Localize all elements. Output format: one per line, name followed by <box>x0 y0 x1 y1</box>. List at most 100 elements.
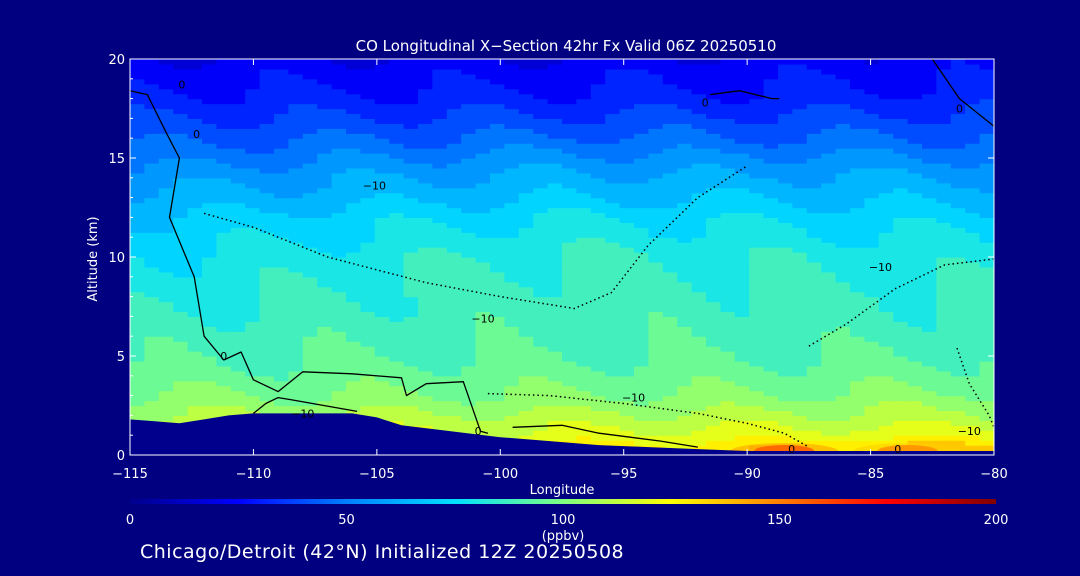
field-cell <box>346 192 361 199</box>
field-cell <box>302 63 318 70</box>
field-cell <box>403 420 419 426</box>
field-cell <box>245 138 261 144</box>
field-cell <box>878 133 894 139</box>
field-cell <box>504 202 520 209</box>
field-cell <box>562 276 577 283</box>
field-cell <box>734 78 750 85</box>
field-cell <box>907 123 923 129</box>
field-cell <box>317 182 333 189</box>
field-cell <box>504 257 520 263</box>
field-cell <box>346 390 361 397</box>
field-cell <box>605 266 621 273</box>
field-cell <box>346 257 361 263</box>
field-cell <box>389 187 405 194</box>
field-cell <box>158 385 174 392</box>
field-cell <box>691 162 707 169</box>
field-cell <box>590 153 606 159</box>
field-cell <box>418 341 433 347</box>
field-cell <box>360 202 376 209</box>
field-cell <box>677 326 693 332</box>
field-cell <box>216 187 232 194</box>
field-cell <box>144 296 160 303</box>
field-cell <box>734 73 750 80</box>
field-cell <box>893 78 909 85</box>
field-cell <box>576 380 592 387</box>
field-cell <box>965 237 981 243</box>
field-cell <box>792 197 808 204</box>
field-cell <box>706 93 721 100</box>
field-cell <box>302 113 318 119</box>
field-cell <box>547 405 563 412</box>
field-cell <box>648 113 664 119</box>
field-cell <box>965 212 981 218</box>
field-cell <box>288 400 304 407</box>
field-cell <box>662 365 678 372</box>
field-cell <box>936 113 952 119</box>
field-cell <box>562 202 577 209</box>
field-cell <box>461 207 477 214</box>
field-cell <box>605 252 621 258</box>
field-cell <box>691 63 707 70</box>
field-cell <box>216 158 232 164</box>
field-cell <box>835 356 851 362</box>
field-cell <box>130 197 145 204</box>
field-cell <box>446 336 462 342</box>
field-cell <box>590 440 606 446</box>
field-cell <box>734 108 750 115</box>
field-cell <box>317 360 333 367</box>
field-cell <box>720 385 736 392</box>
field-cell <box>360 68 376 75</box>
field-cell <box>792 123 808 129</box>
field-cell <box>979 405 994 412</box>
field-cell <box>936 128 952 134</box>
field-cell <box>274 252 289 258</box>
field-cell <box>965 83 981 90</box>
field-cell <box>706 321 721 327</box>
field-cell <box>922 153 937 159</box>
field-cell <box>130 123 145 129</box>
field-cell <box>922 133 937 139</box>
field-cell <box>259 321 275 327</box>
field-cell <box>158 187 174 194</box>
field-cell <box>533 257 549 263</box>
field-cell <box>619 83 635 90</box>
field-cell <box>490 73 505 80</box>
field-cell <box>778 78 793 85</box>
field-cell <box>792 232 808 238</box>
field-cell <box>144 242 160 248</box>
field-cell <box>864 336 880 342</box>
field-cell <box>763 365 779 372</box>
field-cell <box>418 59 433 65</box>
field-cell <box>850 158 865 164</box>
field-cell <box>922 370 937 377</box>
field-cell <box>590 266 606 273</box>
field-cell <box>562 88 577 95</box>
field-cell <box>763 291 779 298</box>
field-cell <box>562 103 577 110</box>
field-cell <box>432 301 448 308</box>
field-cell <box>821 266 837 273</box>
field-cell <box>850 351 865 357</box>
field-cell <box>893 296 909 303</box>
field-cell <box>749 68 765 75</box>
field-cell <box>389 405 405 412</box>
field-cell <box>230 306 246 313</box>
field-cell <box>144 360 160 367</box>
field-cell <box>490 425 505 431</box>
field-cell <box>562 167 577 174</box>
field-cell <box>893 153 909 159</box>
field-cell <box>749 83 765 90</box>
field-cell <box>461 59 477 65</box>
field-cell <box>346 123 361 129</box>
field-cell <box>720 98 736 105</box>
field-cell <box>821 93 837 100</box>
field-cell <box>950 247 966 253</box>
field-cell <box>922 425 937 431</box>
field-cell <box>850 385 865 392</box>
field-cell <box>893 212 909 218</box>
field-cell <box>706 351 721 357</box>
field-cell <box>331 138 347 144</box>
field-cell <box>864 59 880 65</box>
field-cell <box>576 182 592 189</box>
field-cell <box>864 83 880 90</box>
